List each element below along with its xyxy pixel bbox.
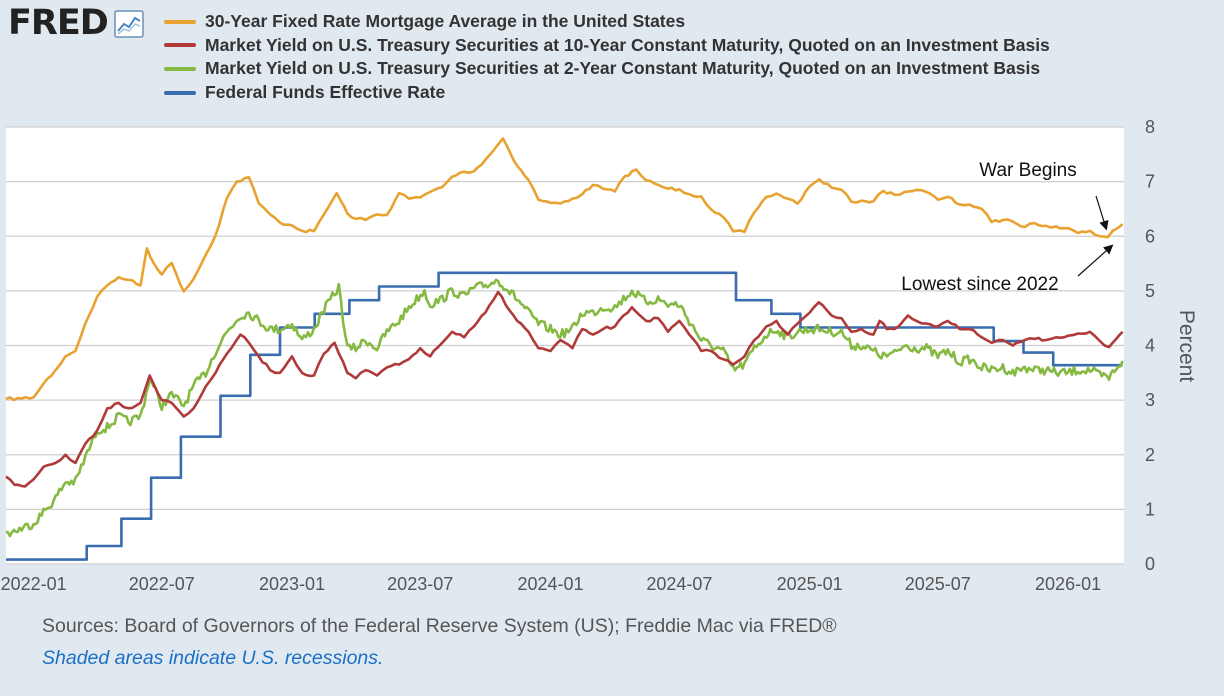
annotation-war-begins: War Begins [979, 160, 1077, 181]
legend-swatch [164, 66, 196, 71]
line-graph-icon [114, 10, 144, 38]
annotation-arrow [1095, 195, 1109, 231]
series-line [5, 278, 1124, 538]
legend-item[interactable]: 30-Year Fixed Rate Mortgage Average in t… [164, 10, 1050, 34]
x-tick-label: 2022-07 [129, 574, 195, 594]
legend-swatch [164, 43, 196, 48]
gridlines [6, 126, 1124, 565]
y-tick-label: 6 [1145, 226, 1155, 246]
y-tick-label: 7 [1145, 172, 1155, 192]
legend-item[interactable]: Market Yield on U.S. Treasury Securities… [164, 34, 1050, 58]
x-tick-label: 2025-01 [777, 574, 843, 594]
legend-label: 30-Year Fixed Rate Mortgage Average in t… [205, 11, 686, 32]
series-lines [5, 137, 1124, 561]
x-tick-label: 2023-07 [387, 574, 453, 594]
x-tick-label: 2026-01 [1035, 574, 1101, 594]
recessions-note[interactable]: Shaded areas indicate U.S. recessions. [42, 647, 384, 669]
y-axis-label: Percent [1175, 310, 1198, 383]
x-tick-label: 2024-01 [517, 574, 583, 594]
x-tick-label: 2024-07 [646, 574, 712, 594]
annotation-lowest-since-2022: Lowest since 2022 [901, 274, 1058, 295]
y-axis-ticks: 0 1 2 3 4 5 6 7 8 [1145, 117, 1155, 574]
logo-text: FRED [8, 3, 109, 43]
series-line [5, 290, 1124, 488]
y-tick-label: 8 [1145, 117, 1155, 137]
legend-swatch [164, 90, 196, 95]
x-tick-label: 2025-07 [905, 574, 971, 594]
series-line [6, 271, 1123, 561]
y-tick-label: 3 [1145, 390, 1155, 410]
legend-item[interactable]: Federal Funds Effective Rate [164, 81, 1050, 105]
sources-note: Sources: Board of Governors of the Feder… [42, 615, 837, 637]
series-line [5, 137, 1124, 402]
chart-legend: 30-Year Fixed Rate Mortgage Average in t… [164, 10, 1050, 104]
annotation-arrow [1077, 244, 1114, 277]
y-tick-label: 5 [1145, 281, 1155, 301]
y-tick-label: 1 [1145, 499, 1155, 519]
x-tick-label: 2022-01 [1, 574, 67, 594]
annotations: War Begins Lowest since 2022 [901, 160, 1114, 295]
legend-swatch [164, 19, 196, 24]
x-axis-ticks: 2022-01 2022-07 2023-01 2023-07 2024-01 2024-… [1, 574, 1102, 594]
y-tick-label: 4 [1145, 336, 1155, 356]
x-tick-label: 2023-01 [259, 574, 325, 594]
legend-item[interactable]: Market Yield on U.S. Treasury Securities… [164, 57, 1050, 81]
y-tick-label: 0 [1145, 554, 1155, 574]
y-tick-label: 2 [1145, 445, 1155, 465]
legend-label: Federal Funds Effective Rate [205, 82, 446, 103]
fred-logo[interactable]: FRED [8, 4, 144, 42]
legend-label: Market Yield on U.S. Treasury Securities… [205, 34, 1050, 55]
legend-label: Market Yield on U.S. Treasury Securities… [205, 58, 1041, 79]
